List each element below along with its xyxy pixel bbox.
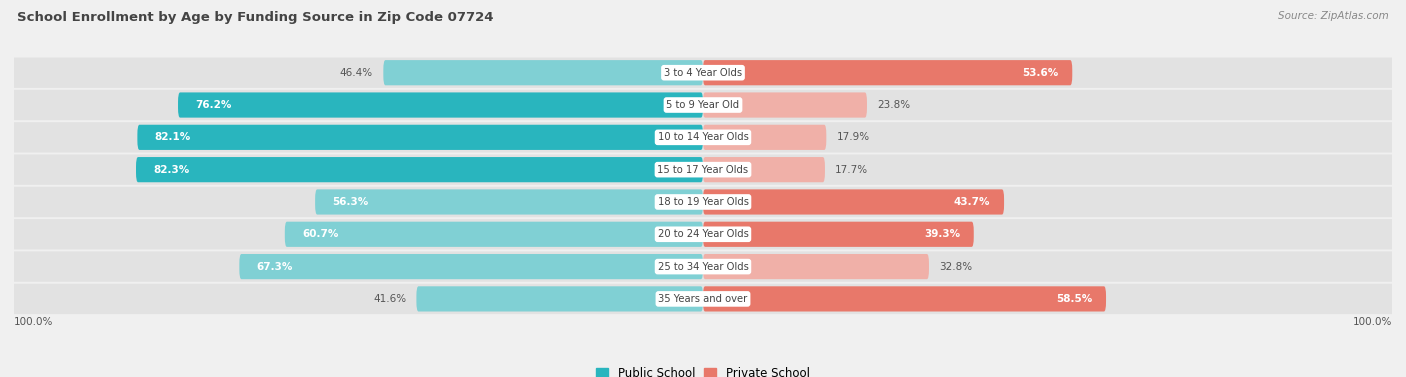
Text: 17.9%: 17.9% — [837, 132, 870, 143]
Text: 43.7%: 43.7% — [953, 197, 990, 207]
Text: 53.6%: 53.6% — [1022, 68, 1059, 78]
Legend: Public School, Private School: Public School, Private School — [592, 362, 814, 377]
FancyBboxPatch shape — [703, 92, 868, 118]
Text: 58.5%: 58.5% — [1056, 294, 1092, 304]
FancyBboxPatch shape — [239, 254, 703, 279]
FancyBboxPatch shape — [703, 286, 1107, 311]
Text: 60.7%: 60.7% — [302, 229, 339, 239]
Text: 32.8%: 32.8% — [939, 262, 973, 271]
Text: 67.3%: 67.3% — [256, 262, 292, 271]
Text: 46.4%: 46.4% — [340, 68, 373, 78]
Text: 25 to 34 Year Olds: 25 to 34 Year Olds — [658, 262, 748, 271]
Text: 82.3%: 82.3% — [153, 165, 190, 175]
Text: 17.7%: 17.7% — [835, 165, 869, 175]
FancyBboxPatch shape — [703, 222, 974, 247]
Text: 56.3%: 56.3% — [332, 197, 368, 207]
FancyBboxPatch shape — [384, 60, 703, 85]
Text: 76.2%: 76.2% — [195, 100, 232, 110]
FancyBboxPatch shape — [14, 122, 1392, 153]
Text: 3 to 4 Year Olds: 3 to 4 Year Olds — [664, 68, 742, 78]
FancyBboxPatch shape — [14, 251, 1392, 282]
FancyBboxPatch shape — [14, 58, 1392, 88]
FancyBboxPatch shape — [315, 189, 703, 215]
Text: 100.0%: 100.0% — [14, 317, 53, 327]
FancyBboxPatch shape — [703, 60, 1073, 85]
FancyBboxPatch shape — [179, 92, 703, 118]
FancyBboxPatch shape — [14, 284, 1392, 314]
FancyBboxPatch shape — [136, 157, 703, 182]
Text: Source: ZipAtlas.com: Source: ZipAtlas.com — [1278, 11, 1389, 21]
FancyBboxPatch shape — [14, 155, 1392, 185]
Text: 23.8%: 23.8% — [877, 100, 911, 110]
FancyBboxPatch shape — [285, 222, 703, 247]
Text: 100.0%: 100.0% — [1353, 317, 1392, 327]
Text: 5 to 9 Year Old: 5 to 9 Year Old — [666, 100, 740, 110]
Text: 35 Years and over: 35 Years and over — [658, 294, 748, 304]
FancyBboxPatch shape — [703, 254, 929, 279]
Text: 82.1%: 82.1% — [155, 132, 191, 143]
FancyBboxPatch shape — [14, 219, 1392, 250]
Text: 39.3%: 39.3% — [924, 229, 960, 239]
Text: 20 to 24 Year Olds: 20 to 24 Year Olds — [658, 229, 748, 239]
FancyBboxPatch shape — [138, 125, 703, 150]
Text: 15 to 17 Year Olds: 15 to 17 Year Olds — [658, 165, 748, 175]
FancyBboxPatch shape — [703, 157, 825, 182]
FancyBboxPatch shape — [703, 189, 1004, 215]
FancyBboxPatch shape — [703, 125, 827, 150]
Text: School Enrollment by Age by Funding Source in Zip Code 07724: School Enrollment by Age by Funding Sour… — [17, 11, 494, 24]
FancyBboxPatch shape — [14, 187, 1392, 217]
Text: 10 to 14 Year Olds: 10 to 14 Year Olds — [658, 132, 748, 143]
FancyBboxPatch shape — [416, 286, 703, 311]
Text: 41.6%: 41.6% — [373, 294, 406, 304]
Text: 18 to 19 Year Olds: 18 to 19 Year Olds — [658, 197, 748, 207]
FancyBboxPatch shape — [14, 90, 1392, 120]
